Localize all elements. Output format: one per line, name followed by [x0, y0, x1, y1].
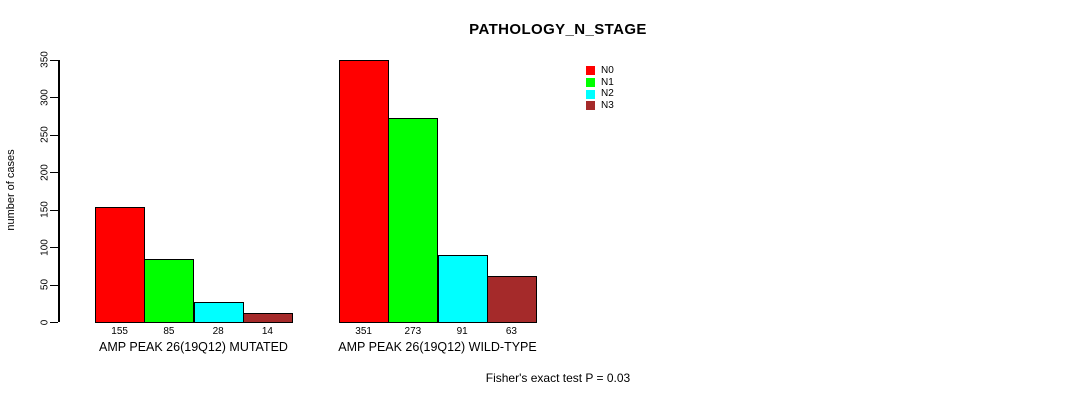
y-tick-mark — [50, 172, 58, 174]
legend-label: N2 — [601, 88, 614, 100]
bar-N2 — [437, 254, 488, 323]
y-tick-label: 350 — [39, 51, 51, 68]
stat-annotation: Fisher's exact test P = 0.03 — [485, 371, 631, 385]
y-tick-mark — [50, 247, 58, 249]
legend-item: N1 — [586, 77, 614, 89]
y-tick-label: 300 — [39, 88, 51, 106]
bar-N2 — [193, 302, 244, 323]
y-tick-mark — [50, 209, 58, 211]
bar-N1 — [144, 259, 195, 323]
legend-item: N3 — [586, 100, 614, 112]
bar-N0 — [95, 206, 145, 323]
y-tick-label: 0 — [39, 319, 51, 325]
legend-label: N0 — [601, 64, 614, 76]
y-tick-label: 250 — [39, 126, 51, 143]
legend-label: N1 — [601, 76, 614, 88]
y-axis-line — [58, 59, 60, 322]
bar-value-label: 273 — [404, 326, 422, 337]
category-label: AMP PEAK 26(19Q12) MUTATED — [99, 340, 288, 354]
bar-N1 — [388, 118, 439, 323]
bar-value-label: 14 — [261, 326, 273, 337]
legend-swatch-N1 — [586, 78, 595, 88]
y-axis-label: number of cases — [5, 149, 17, 231]
y-tick-mark — [50, 97, 58, 99]
y-tick-mark — [50, 322, 58, 324]
chart-title: PATHOLOGY_N_STAGE — [469, 21, 647, 38]
y-tick-mark — [50, 284, 58, 286]
category-label: AMP PEAK 26(19Q12) WILD-TYPE — [338, 340, 537, 354]
bar-N3 — [486, 275, 537, 323]
y-tick-label: 200 — [39, 163, 51, 181]
y-tick-mark — [50, 59, 58, 61]
bar-N0 — [339, 59, 389, 323]
bar-value-label: 63 — [505, 326, 517, 337]
y-tick-label: 50 — [39, 278, 51, 291]
y-tick-label: 100 — [39, 238, 51, 256]
bar-value-label: 91 — [456, 326, 468, 337]
legend-swatch-N3 — [586, 101, 595, 111]
bar-value-label: 85 — [163, 326, 175, 337]
bar-value-label: 28 — [212, 326, 224, 337]
bar-value-label: 155 — [111, 326, 128, 337]
legend-swatch-N2 — [586, 89, 595, 99]
bar-value-label: 351 — [355, 326, 372, 337]
legend-item: N0 — [586, 65, 614, 77]
legend-item: N2 — [586, 88, 614, 100]
bar-N3 — [242, 312, 293, 323]
y-tick-mark — [50, 134, 58, 136]
legend-swatch-N0 — [586, 66, 595, 76]
y-tick-label: 150 — [39, 201, 51, 218]
legend-label: N3 — [601, 99, 614, 111]
legend: N0 N1 N2 N3 — [586, 65, 614, 112]
